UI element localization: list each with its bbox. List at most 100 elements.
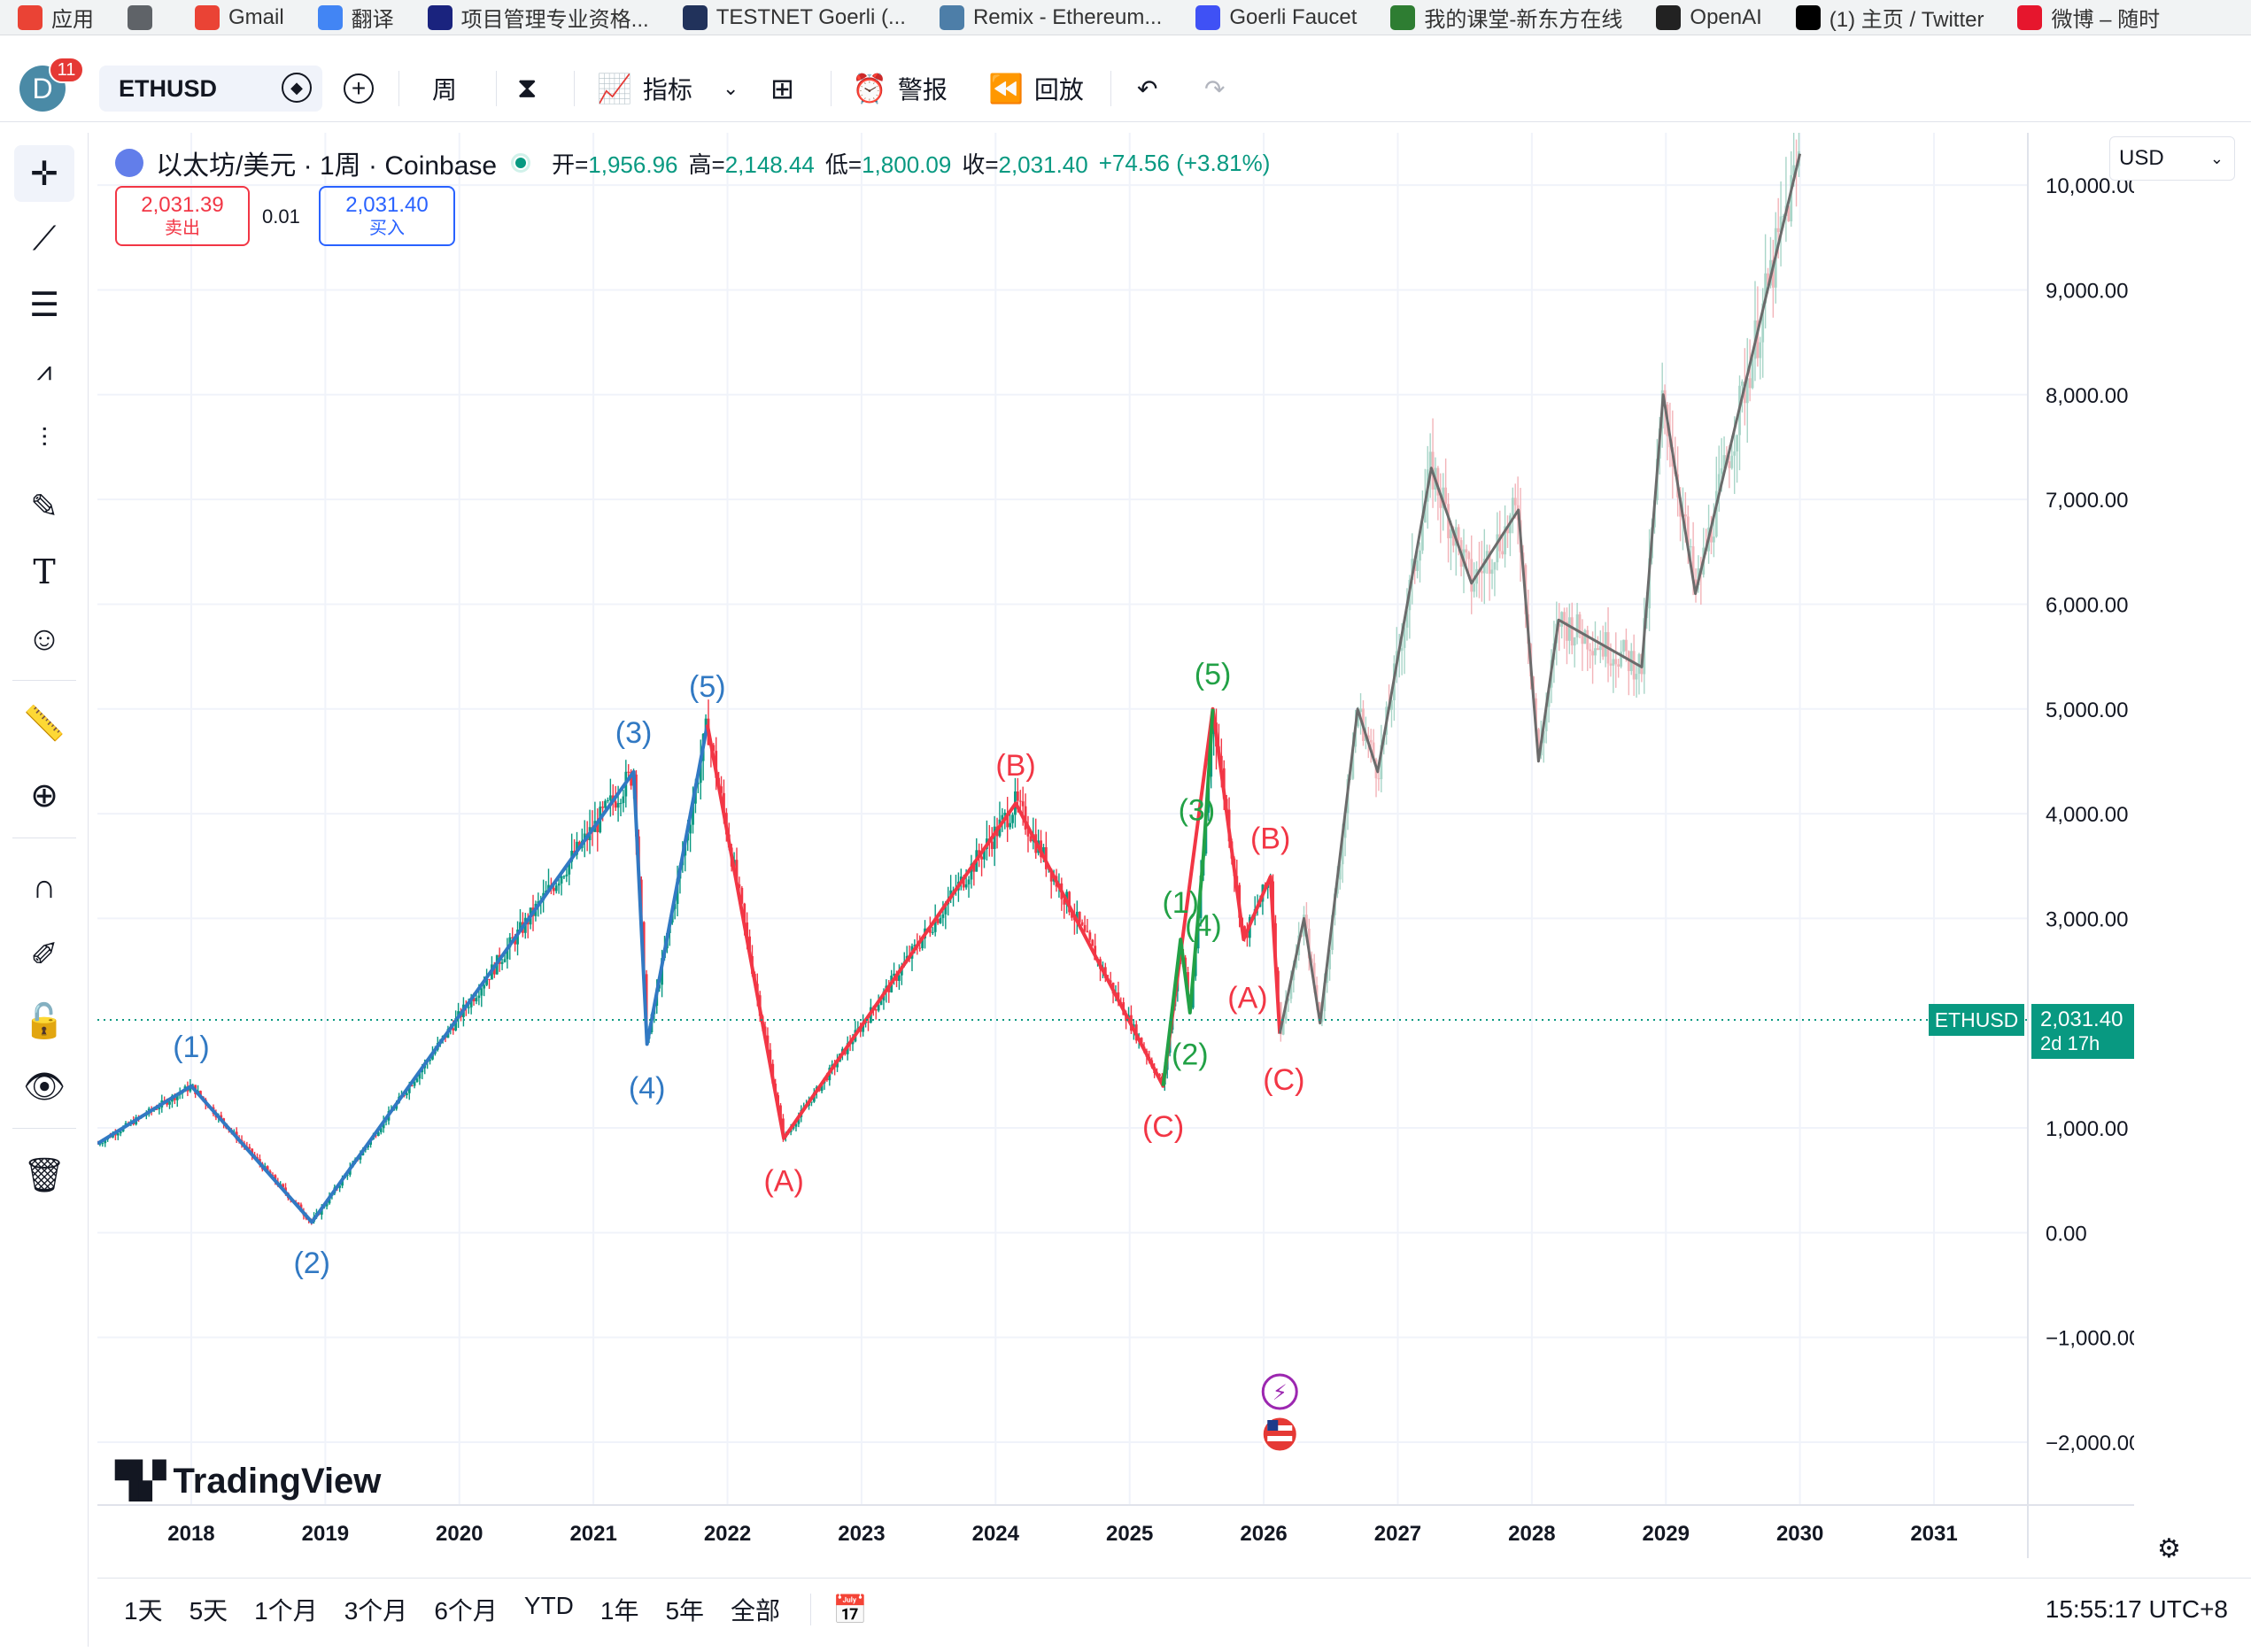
undo-icon[interactable]: ↶	[1137, 74, 1158, 103]
range-button[interactable]: 1年	[599, 1596, 639, 1625]
crosshair-icon[interactable]: ✛	[14, 145, 74, 202]
prediction-icon[interactable]: ⫶	[41, 424, 48, 453]
lock-icon[interactable]: 🔓	[23, 1003, 66, 1040]
bookmark-item[interactable]: 应用	[18, 2, 94, 33]
symbol-search-button[interactable]: ETHUSD	[99, 66, 322, 112]
bookmark-item[interactable]: 项目管理专业资格...	[427, 2, 649, 33]
trend-line-icon[interactable]: ⟋	[32, 220, 57, 258]
time-axis-label: 2029	[1643, 1522, 1690, 1546]
candle-body	[1016, 791, 1019, 801]
candle-body	[723, 792, 725, 814]
candle-body	[913, 945, 917, 946]
range-button[interactable]: 6个月	[434, 1596, 498, 1625]
bookmark-item[interactable]: 翻译	[317, 2, 394, 33]
buy-button[interactable]: 2,031.40 买入	[319, 186, 455, 246]
candle-body	[1730, 455, 1734, 468]
candle-body	[1686, 516, 1690, 547]
bookmark-item[interactable]: TESTNET Goerli (...	[682, 4, 906, 30]
candle-body	[1570, 617, 1574, 646]
candle-body	[735, 860, 739, 884]
candle-body	[1428, 452, 1432, 470]
sell-button[interactable]: 2,031.39 卖出	[115, 186, 250, 246]
wave-label: (A)	[1227, 982, 1267, 1015]
candle-body	[1632, 651, 1636, 680]
candle-body	[1357, 712, 1360, 727]
time-axis-label: 2021	[569, 1522, 616, 1546]
alerts-button[interactable]: ⏰ 警报	[852, 67, 948, 110]
pattern-icon[interactable]: ⩘	[36, 357, 52, 386]
emoji-icon[interactable]: ☺	[27, 620, 62, 658]
wave-line	[1161, 708, 1215, 1086]
zoom-in-icon[interactable]: ⊕	[30, 776, 58, 814]
chart-area[interactable]: 10,000.00 9,000.00 8,000.00 7,000.00 6,000.0…	[97, 133, 2134, 1567]
brush-icon[interactable]: ✎	[30, 488, 58, 526]
trash-icon[interactable]: 🗑	[22, 1157, 66, 1194]
bottom-range-bar: 1天 5天 1个月 3个月 6个月 YTD 1年 5年 全部 📅 15:55:17 UTC+8	[97, 1578, 2251, 1640]
bookmark-item[interactable]: OpenAI	[1656, 4, 1762, 30]
toolbar-divider	[496, 71, 497, 106]
currency-select[interactable]: USD ⌄	[2109, 136, 2235, 181]
candle-body	[964, 884, 968, 888]
candle-body	[1003, 813, 1007, 815]
fib-lines-icon[interactable]: ☰	[28, 286, 60, 324]
candle-body	[738, 884, 741, 888]
settings-gear-icon[interactable]: ⚙	[2157, 1534, 2181, 1563]
replay-button[interactable]: ⏪ 回放	[988, 67, 1084, 110]
range-button[interactable]: 3个月	[344, 1596, 408, 1625]
candle-body	[1436, 467, 1440, 496]
bookmark-label: 应用	[51, 8, 94, 32]
candle-body	[1586, 629, 1590, 650]
candle-body	[746, 922, 749, 937]
candle-body	[993, 826, 996, 849]
candle-body	[1560, 612, 1564, 627]
tradingview-logo[interactable]: ▜▞ TradingView	[115, 1461, 381, 1501]
candle-body	[359, 1154, 362, 1160]
time-axis-label: 2022	[704, 1522, 751, 1546]
candle-body	[1326, 969, 1329, 984]
lock-drawing-icon[interactable]: ✐	[30, 936, 58, 974]
candle-body	[1305, 915, 1308, 929]
candle-body	[297, 1202, 300, 1205]
range-button[interactable]: 1天	[124, 1596, 163, 1625]
candle-body	[1767, 273, 1769, 286]
price-chart[interactable]: 10,000.009,000.008,000.007,000.006,000.0…	[97, 133, 2134, 1567]
magnet-icon[interactable]: ∩	[32, 868, 57, 906]
candle-body	[418, 1072, 422, 1079]
chart-type-candles-icon[interactable]: ⧗	[517, 72, 538, 104]
indicators-button[interactable]: 📈 指标	[597, 67, 692, 110]
text-tool-icon[interactable]: T	[33, 552, 56, 591]
interval-button[interactable]: 周	[432, 67, 457, 110]
eye-icon[interactable]: 👁	[22, 1069, 66, 1106]
range-button[interactable]: 5年	[665, 1596, 705, 1625]
calendar-goto-icon[interactable]: 📅	[832, 1593, 868, 1625]
candle-body	[1416, 560, 1419, 572]
bookmark-item[interactable]: 我的课堂-新东方在线	[1390, 2, 1622, 33]
range-button[interactable]: YTD	[523, 1591, 574, 1619]
candle-body	[1612, 659, 1615, 666]
diamond-icon[interactable]: ◆	[282, 73, 312, 103]
bookmark-item[interactable]: Goerli Faucet	[1195, 4, 1357, 30]
candle-body	[266, 1166, 269, 1171]
bookmark-item[interactable]: Remix - Ethereum...	[939, 4, 1162, 30]
candle-body	[1733, 451, 1737, 456]
bookmark-item[interactable]: (1) 主页 / Twitter	[1795, 2, 1984, 33]
chevron-down-icon[interactable]: ⌄	[723, 77, 739, 99]
range-button[interactable]: 5天	[189, 1596, 228, 1625]
bookmark-item[interactable]: Gmail	[195, 4, 284, 30]
redo-icon[interactable]: ↷	[1204, 74, 1226, 103]
range-button[interactable]: 1个月	[254, 1596, 318, 1625]
clock[interactable]: 15:55:17 UTC+8	[2045, 1594, 2228, 1623]
grid-icon	[128, 4, 152, 30]
bookmark-item[interactable]	[128, 4, 161, 30]
layout-grid-icon[interactable]: ⊞	[770, 73, 794, 104]
price-axis-label: −2,000.00	[2046, 1432, 2134, 1455]
candle-body	[1748, 378, 1752, 389]
ruler-icon[interactable]: 📏	[23, 706, 66, 743]
bookmark-item[interactable]: 微博 – 随时	[2017, 2, 2160, 33]
price-axis-label: 0.00	[2046, 1222, 2087, 1246]
wave-label: (C)	[1263, 1063, 1304, 1097]
candle-body	[699, 760, 702, 784]
compare-add-icon[interactable]: +	[344, 67, 384, 110]
candle-body	[1026, 830, 1030, 837]
range-button[interactable]: 全部	[731, 1596, 781, 1625]
